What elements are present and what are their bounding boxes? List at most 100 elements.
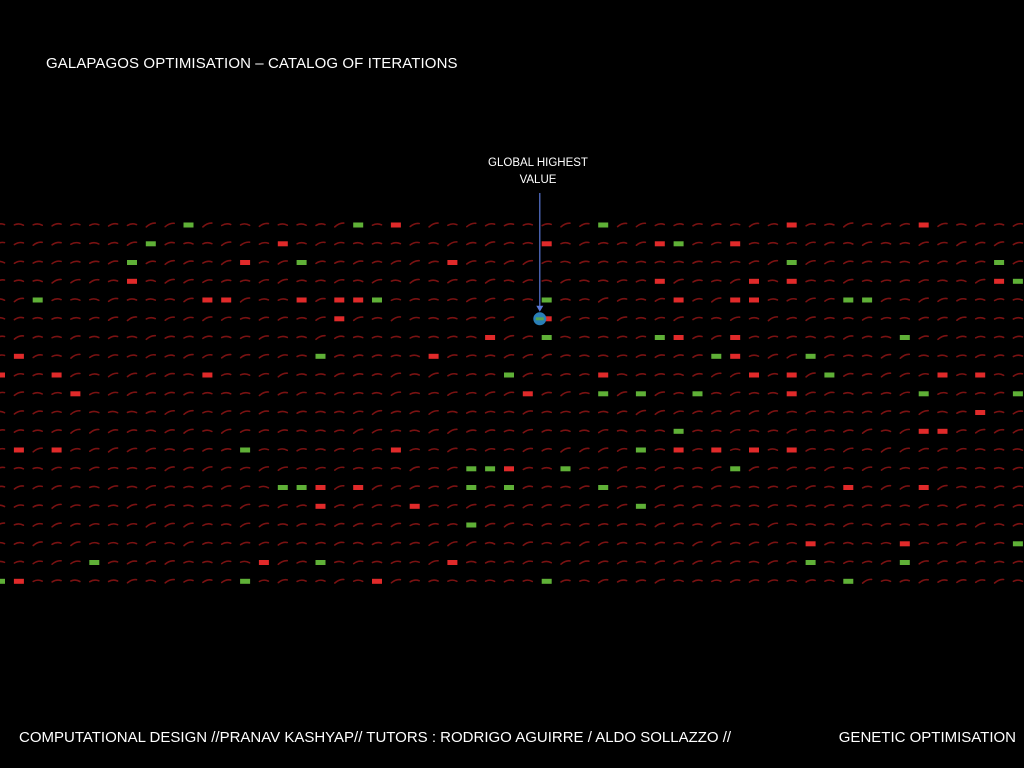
iteration-mark [51, 391, 62, 395]
iteration-mark [390, 316, 402, 322]
iteration-mark [32, 466, 43, 470]
iteration-mark [937, 579, 948, 583]
iteration-mark [107, 222, 119, 227]
iteration-mark [767, 279, 779, 283]
iteration-mark [861, 523, 873, 527]
iteration-mark [654, 484, 666, 491]
iteration-mark [352, 241, 364, 245]
iteration-mark [503, 241, 515, 246]
iteration-low-mark [805, 541, 816, 547]
iteration-mark [277, 278, 289, 284]
iteration-mark [805, 279, 816, 283]
iteration-mark [579, 429, 590, 433]
iteration-mark [428, 559, 439, 565]
iteration-mark [880, 297, 892, 303]
iteration-mark [597, 428, 609, 434]
iteration-mark [334, 354, 345, 358]
iteration-mark [202, 504, 213, 508]
iteration-mark [126, 316, 138, 322]
iteration-mark [371, 354, 383, 358]
iteration-mark [89, 447, 100, 453]
iteration-mark [899, 316, 911, 320]
iteration-mark [956, 447, 967, 452]
iteration-high-mark [673, 428, 684, 434]
iteration-mark [560, 391, 571, 397]
iteration-mark [824, 354, 835, 359]
iteration-mark [258, 466, 270, 472]
iteration-mark [409, 429, 420, 433]
iteration-low-mark [353, 297, 364, 303]
iteration-mark [428, 466, 439, 470]
iteration-mark [126, 485, 138, 489]
iteration-mark [107, 410, 119, 414]
iteration-mark [805, 222, 816, 227]
iteration-low-mark [315, 485, 326, 490]
iteration-low-mark [13, 578, 24, 584]
iteration-mark [861, 316, 873, 321]
iteration-mark [635, 222, 647, 228]
iteration-mark [202, 335, 213, 340]
iteration-mark [183, 391, 194, 396]
iteration-mark [824, 410, 835, 414]
iteration-mark [32, 429, 43, 433]
iteration-mark [428, 372, 439, 378]
iteration-mark [899, 579, 911, 583]
iteration-mark [466, 429, 477, 433]
iteration-mark [843, 466, 854, 470]
iteration-mark [767, 223, 779, 227]
iteration-mark [352, 541, 364, 545]
iteration-mark [89, 466, 100, 471]
iteration-mark [805, 579, 816, 583]
iteration-mark [220, 373, 232, 377]
iteration-mark [89, 391, 100, 396]
iteration-low-mark [258, 560, 269, 565]
iteration-mark [296, 335, 307, 339]
iteration-mark [428, 522, 439, 527]
iteration-high-mark [899, 560, 910, 565]
iteration-low-mark [975, 372, 986, 378]
iteration-mark [579, 447, 590, 453]
iteration-low-mark [918, 222, 929, 228]
iteration-mark [334, 466, 345, 471]
iteration-mark [956, 260, 967, 265]
iteration-mark [956, 223, 967, 226]
iteration-mark [993, 354, 1005, 358]
iteration-mark [654, 409, 666, 416]
iteration-mark [371, 335, 383, 339]
iteration-mark [616, 260, 628, 264]
iteration-mark [880, 241, 892, 245]
iteration-mark [447, 410, 458, 414]
iteration-mark [918, 241, 929, 246]
iteration-mark [616, 222, 628, 228]
iteration-mark [145, 353, 157, 359]
iteration-mark [579, 466, 590, 471]
iteration-mark [0, 485, 6, 488]
iteration-mark [824, 241, 835, 246]
iteration-mark [277, 316, 289, 321]
iteration-mark [748, 391, 760, 395]
iteration-mark [89, 522, 100, 527]
iteration-mark [202, 260, 213, 264]
iteration-mark [522, 353, 534, 359]
iteration-mark [466, 448, 477, 451]
iteration-mark [428, 485, 439, 490]
iteration-mark [503, 560, 515, 564]
iteration-mark [541, 541, 552, 545]
iteration-mark [843, 541, 854, 545]
iteration-mark [447, 447, 458, 453]
iteration-mark [0, 335, 6, 338]
iteration-mark [843, 316, 854, 320]
iteration-mark [956, 354, 967, 358]
iteration-mark [899, 353, 911, 359]
iteration-mark [937, 391, 948, 395]
iteration-mark [258, 541, 270, 546]
iteration-mark [484, 354, 496, 358]
iteration-mark [352, 579, 364, 583]
iteration-mark [937, 541, 948, 546]
iteration-mark [692, 560, 703, 565]
iteration-mark [729, 316, 741, 322]
iteration-low-mark [918, 485, 929, 490]
iteration-high-mark [843, 297, 854, 303]
iteration-mark [635, 523, 647, 526]
iteration-mark [334, 578, 345, 584]
